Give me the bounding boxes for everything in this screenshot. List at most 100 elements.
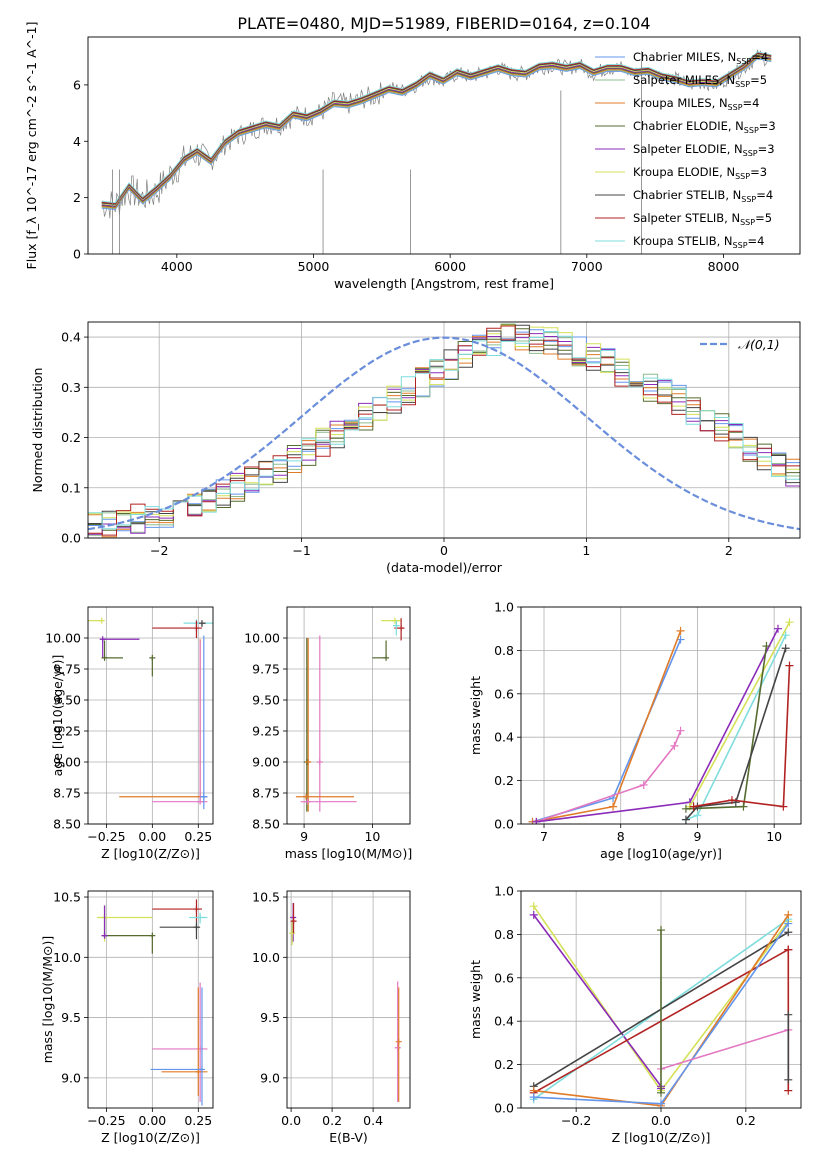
y-tick-label: 0.1 (61, 480, 81, 495)
data-point-marker (529, 910, 538, 919)
legend-label: Kroupa ELODIE, NSSP=3 (633, 165, 767, 181)
x-tick-label: 0.25 (184, 1113, 212, 1128)
residuals-panel: −2 −1 0 1 2 0.0 0.1 0.2 0.3 0.4 (data-model)/error… (30, 321, 801, 575)
data-point-marker (383, 654, 390, 661)
y-tick-label: 9.00 (53, 755, 81, 770)
data-point-marker (395, 1038, 402, 1045)
y-tick-label: 9.75 (252, 662, 280, 677)
data-point-marker (681, 804, 690, 813)
data-point-marker (198, 1066, 205, 1073)
axes-frame (87, 606, 214, 825)
data-point-marker (762, 642, 771, 651)
x-tick-label: 7000 (571, 259, 603, 274)
data-point-marker (739, 802, 748, 811)
y-axis-label: Normed distribution (30, 368, 45, 493)
mass-vs-extinction-panel: 0.0 0.2 0.4 9.0 9.5 10.0 10.5 E(B-V) (252, 890, 411, 1145)
data-point-marker (529, 1093, 538, 1102)
x-tick-label: 4000 (161, 259, 193, 274)
data-point-marker (785, 661, 794, 670)
x-tick-label: −0.25 (87, 829, 125, 844)
spectrum-panel: 4000 5000 6000 7000 8000 0 2 4 6 wavelength [Angs… (24, 22, 801, 291)
x-axis-label: age [log10(age/yr)] (600, 846, 722, 861)
spectrum-model-line (101, 52, 772, 205)
y-axis-label: Flux [f_λ 10^-17 erg cm^-2 s^-1 A^-1] (24, 22, 39, 270)
x-tick-label: −0.25 (87, 1113, 125, 1128)
y-tick-label: 9.5 (61, 1010, 81, 1025)
spectrum-model-line (101, 51, 772, 204)
legend-label: Kroupa MILES, NSSP=4 (633, 96, 759, 112)
data-point-marker (784, 1086, 793, 1095)
data-point-marker (394, 1044, 401, 1051)
data-point-marker (657, 1088, 665, 1097)
y-tick-label: 0.8 (494, 927, 514, 942)
data-point-marker (303, 793, 310, 800)
x-tick-label: 10 (364, 829, 380, 844)
x-tick-label: 0.2 (736, 1113, 756, 1128)
y-tick-label: 1.0 (494, 600, 514, 615)
data-point-marker (784, 910, 793, 919)
weight-series-line (532, 630, 682, 823)
data-point-marker (781, 631, 790, 640)
plot-area (289, 903, 402, 1102)
data-point-marker (290, 918, 297, 925)
data-point-marker (681, 815, 690, 824)
y-tick-label: 6 (73, 77, 81, 92)
data-point-marker (99, 636, 106, 643)
x-tick-label: 8000 (708, 259, 740, 274)
data-point-marker (529, 902, 538, 911)
x-axis-label: Z [log10(Z/Z⊙)] (101, 1130, 200, 1145)
data-point-marker (727, 796, 736, 805)
data-point-marker (149, 654, 156, 661)
y-tick-label: 0.4 (494, 730, 514, 745)
x-axis-label: mass [log10(M/M⊙)] (285, 846, 413, 861)
data-point-marker (784, 928, 793, 937)
legend-label: Salpeter ELODIE, NSSP=3 (633, 142, 775, 158)
axes-frame (87, 321, 801, 539)
data-point-marker (785, 618, 794, 627)
y-tick-label: 9.5 (260, 1010, 280, 1025)
y-tick-label: 9.50 (252, 693, 280, 708)
weight-series-line (689, 621, 791, 807)
plot-area (88, 617, 213, 810)
x-tick-label: 0 (440, 543, 448, 558)
data-point-marker (657, 1099, 665, 1108)
y-tick-label: 9.50 (53, 693, 81, 708)
y-tick-label: 10.5 (53, 890, 81, 905)
x-tick-label: 0.4 (363, 1113, 383, 1128)
age-vs-metallicity-panel: −0.25 0.00 0.25 8.50 8.75 9.00 9.25 9.50 9.75 10.… (45, 606, 214, 861)
data-point-marker (784, 919, 793, 928)
y-tick-label: 8.75 (252, 786, 280, 801)
data-point-marker (193, 906, 200, 913)
legend-label: Chabrier ELODIE, NSSP=3 (633, 119, 776, 135)
y-axis-label: mass weight (468, 676, 483, 755)
data-point-marker (197, 798, 204, 805)
axes-frame (87, 36, 801, 255)
weight-series-line (693, 665, 791, 808)
y-tick-label: 10.0 (252, 950, 280, 965)
data-point-marker (391, 617, 398, 624)
y-tick-label: 8.50 (53, 817, 81, 832)
y-tick-label: 0.2 (494, 1057, 514, 1072)
y-tick-label: 0.0 (494, 1101, 514, 1116)
axes-frame (87, 890, 214, 1109)
x-tick-label: 0.2 (322, 1113, 342, 1128)
x-tick-label: 0.0 (281, 1113, 301, 1128)
y-tick-label: 0.0 (494, 817, 514, 832)
histogram-step-line (88, 325, 800, 536)
x-tick-label: 6000 (434, 259, 466, 274)
data-point-marker (784, 1010, 793, 1019)
y-tick-label: 0.0 (61, 531, 81, 546)
weight-series-line (685, 645, 768, 810)
data-point-marker (773, 624, 782, 633)
data-point-marker (197, 914, 204, 921)
y-tick-label: 10.5 (252, 890, 280, 905)
x-tick-label: 9 (693, 829, 701, 844)
data-point-marker (779, 802, 788, 811)
data-point-marker (676, 726, 685, 735)
x-tick-label: 2 (725, 543, 733, 558)
x-tick-label: 10 (766, 829, 782, 844)
data-point-marker (304, 798, 311, 805)
weight-vs-age-panel: 7 8 9 10 0.0 0.2 0.4 0.6 0.8 1.0 age [log10(age/yr… (468, 600, 802, 861)
plot-area (529, 902, 793, 1108)
y-tick-label: 9.75 (53, 662, 81, 677)
